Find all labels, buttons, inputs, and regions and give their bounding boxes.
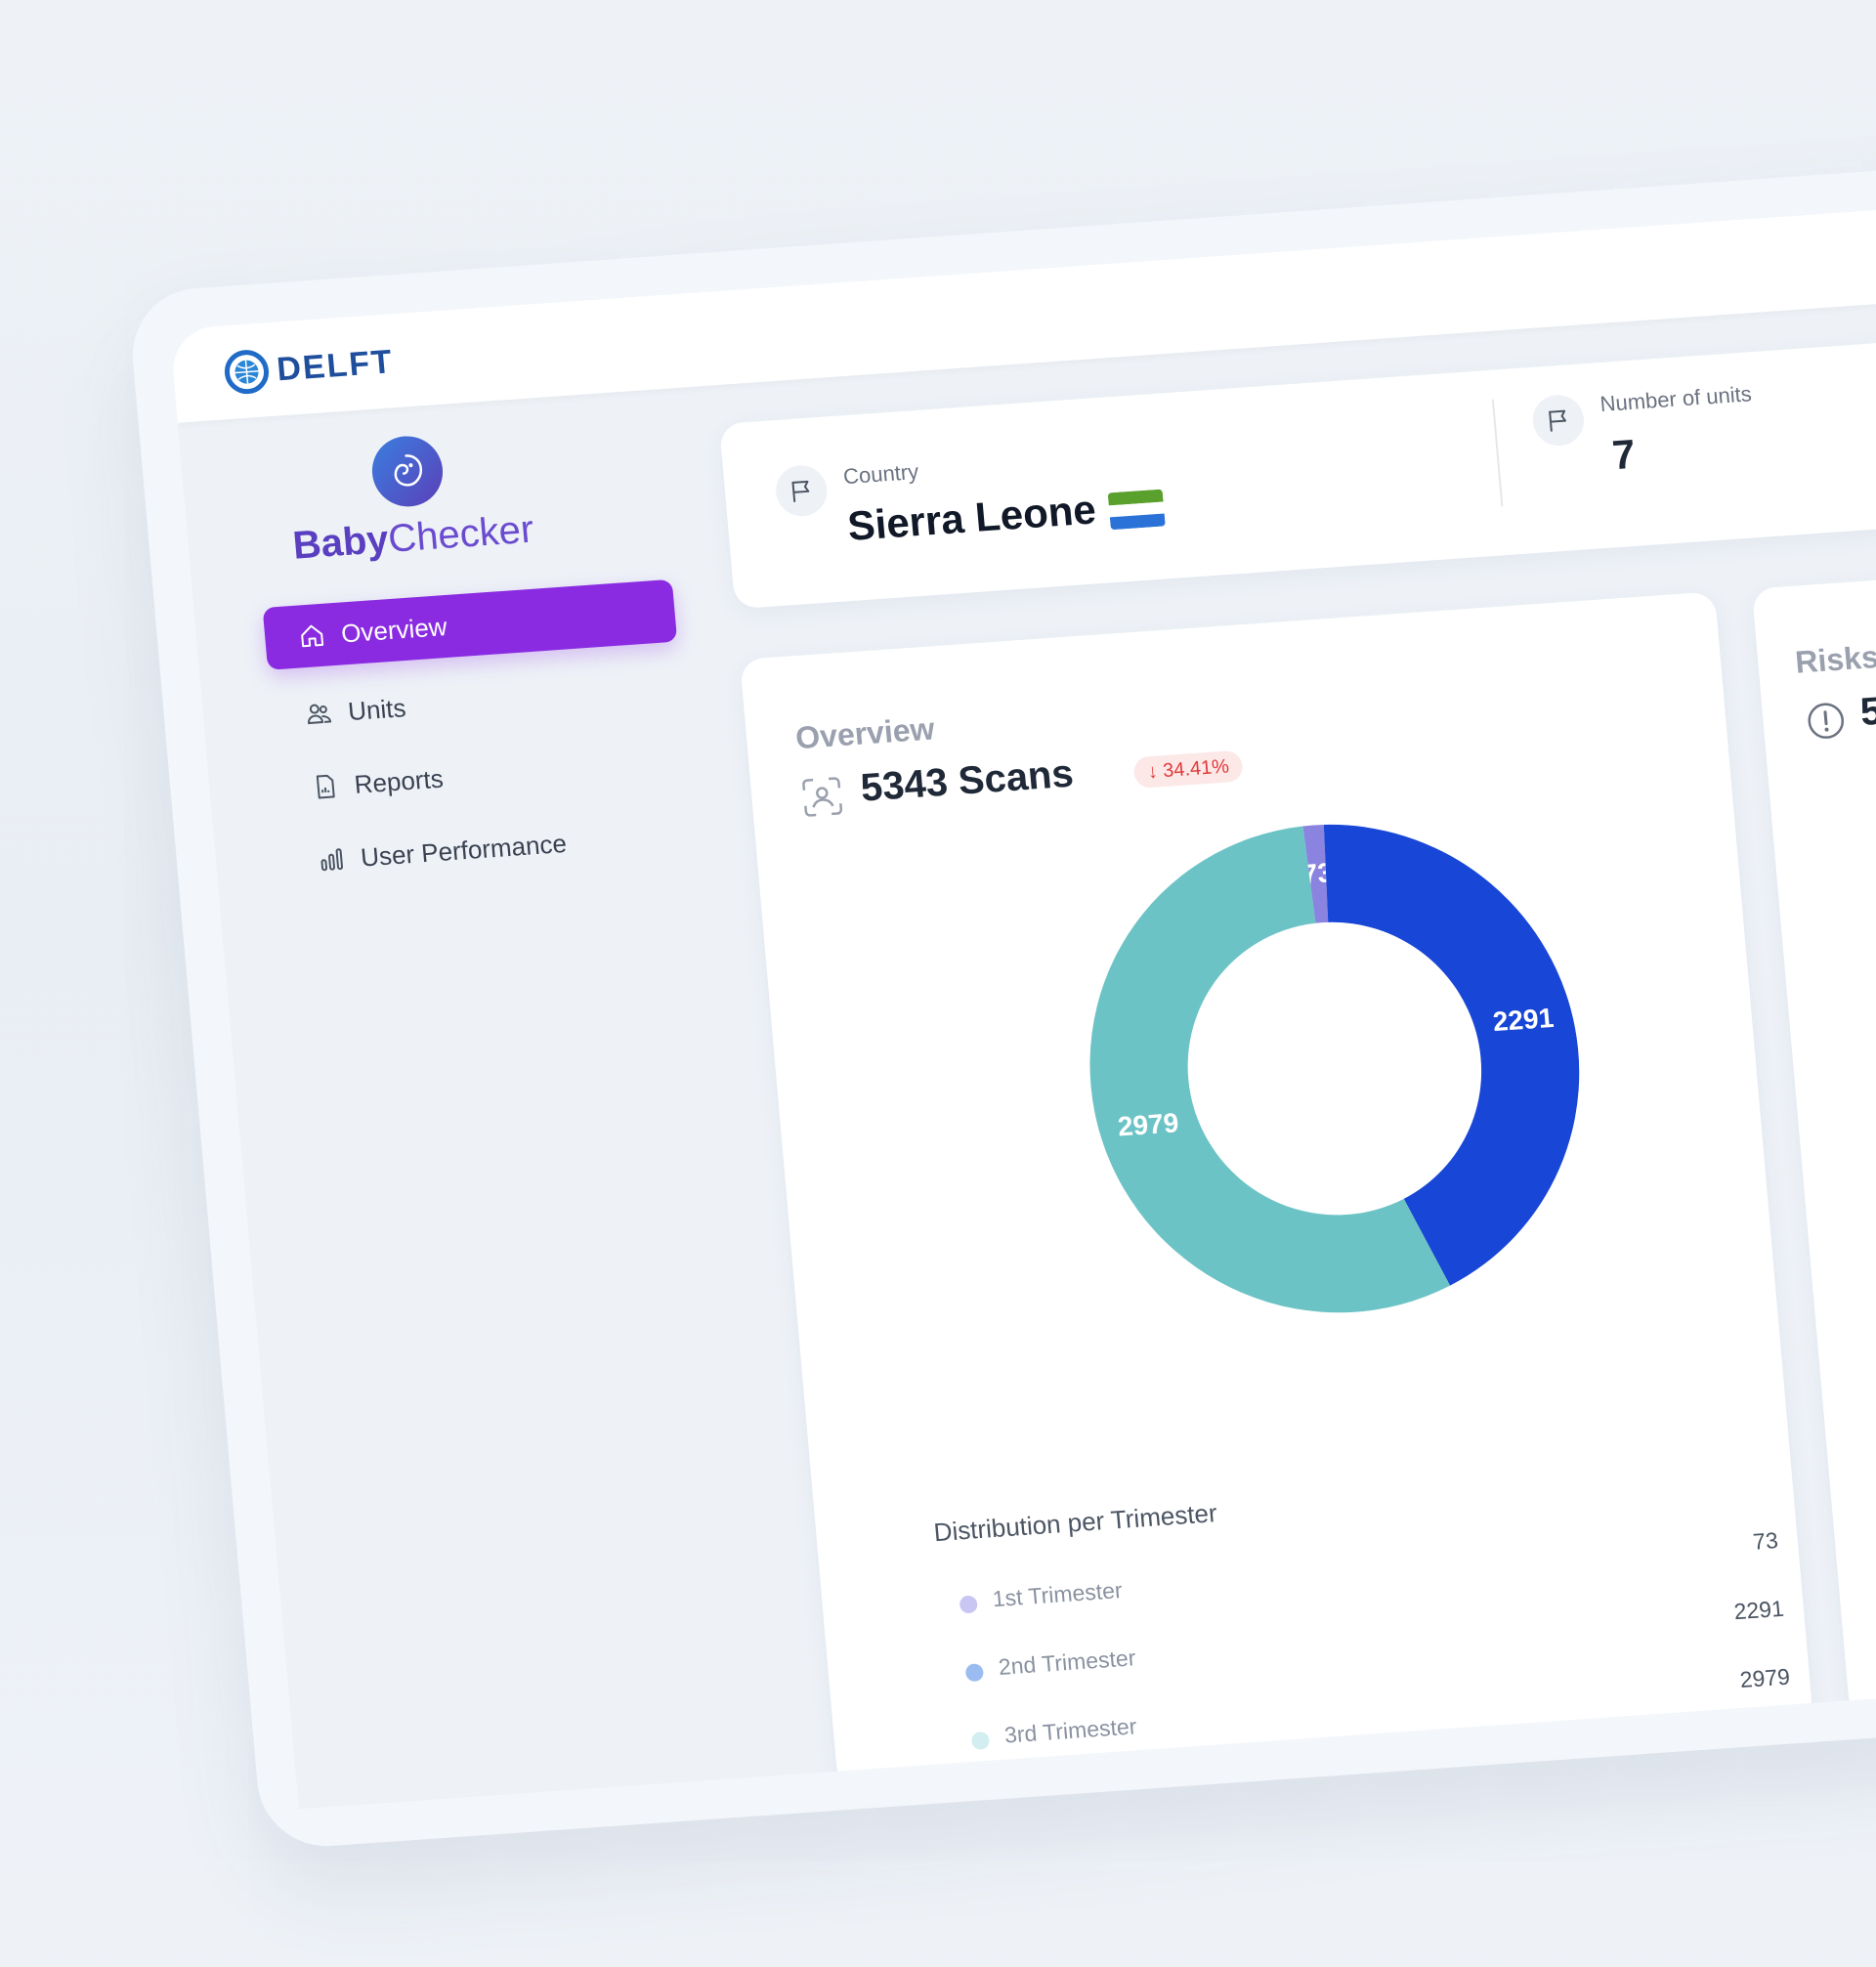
users-icon [308, 704, 332, 725]
flag-stripe [1109, 513, 1166, 531]
donut-slice-3[interactable] [1070, 819, 1452, 1329]
donut-slice-2[interactable] [1320, 808, 1599, 1292]
home-icon [301, 624, 324, 648]
babychecker-brand: BabyChecker [277, 427, 541, 569]
app-shell: DELFT BabyChecker Overview [169, 202, 1876, 1810]
sidebar-item-reports[interactable]: Reports [276, 730, 691, 821]
donut-slice-label: 2291 [1492, 1003, 1556, 1037]
units-value: 7 [1610, 430, 1638, 479]
bar-chart-icon [320, 848, 344, 872]
flag-icon [1530, 393, 1587, 448]
legend-value: 2291 [1732, 1595, 1785, 1625]
globe-icon [224, 350, 270, 395]
donut-slice-label: 2979 [1117, 1107, 1180, 1141]
risks-title: Risks [1793, 638, 1876, 680]
donut-slice-1[interactable] [1302, 825, 1332, 923]
logo-text: DELFT [275, 342, 396, 388]
baby-icon [368, 434, 447, 509]
device-frame: DELFT BabyChecker Overview [127, 163, 1876, 1851]
country-label: Country [842, 458, 920, 490]
sidebar-item-user-performance[interactable]: User Performance [282, 803, 698, 894]
flag-icon [774, 463, 830, 519]
sidebar-item-label: User Performance [359, 828, 569, 873]
distribution-title: Distribution per Trimester [932, 1498, 1218, 1548]
legend-label: 3rd Trimester [1002, 1713, 1138, 1748]
legend-label: 1st Trimester [991, 1577, 1124, 1612]
report-icon [316, 774, 335, 799]
sidebar-item-overview[interactable]: Overview [262, 578, 678, 670]
sidebar-item-label: Reports [353, 763, 445, 799]
sidebar-item-label: Overview [339, 611, 448, 648]
risks-value: 5 [1858, 689, 1876, 735]
country-card: Country Sierra Leone Number of units 7 [718, 331, 1876, 610]
scans-count: 5343 Scans [859, 751, 1076, 810]
scan-user-icon [802, 777, 843, 817]
sidebar-item-label: Units [346, 692, 407, 726]
legend-dot [964, 1663, 985, 1683]
dashboard-window: DELFT BabyChecker Overview [127, 163, 1876, 1967]
units-label: Number of units [1599, 381, 1753, 417]
delta-badge: ↓ 34.41% [1132, 749, 1245, 790]
sidebar-item-units[interactable]: Units [270, 657, 685, 748]
legend-dot [959, 1595, 979, 1614]
overview-card: Overview 5343 Scans ↓ 34.41% 73 2291 2979 … [740, 591, 1813, 1789]
legend-label: 2nd Trimester [997, 1645, 1137, 1680]
brand-name: BabyChecker [290, 507, 535, 568]
legend-value: 73 [1751, 1527, 1779, 1555]
divider [1491, 399, 1504, 507]
sierra-leone-flag [1107, 489, 1166, 531]
country-value: Sierra Leone [845, 486, 1098, 549]
legend-dot [970, 1731, 991, 1751]
legend-value: 2979 [1738, 1663, 1791, 1693]
delft-logo[interactable]: DELFT [223, 339, 396, 396]
top-bar: DELFT [169, 202, 1876, 423]
overview-title: Overview [793, 710, 936, 756]
risks-card: Risks 5 [1751, 561, 1876, 1719]
alert-icon [1808, 703, 1845, 739]
sidebar: BabyChecker Overview Units Reports User … [178, 387, 806, 1809]
